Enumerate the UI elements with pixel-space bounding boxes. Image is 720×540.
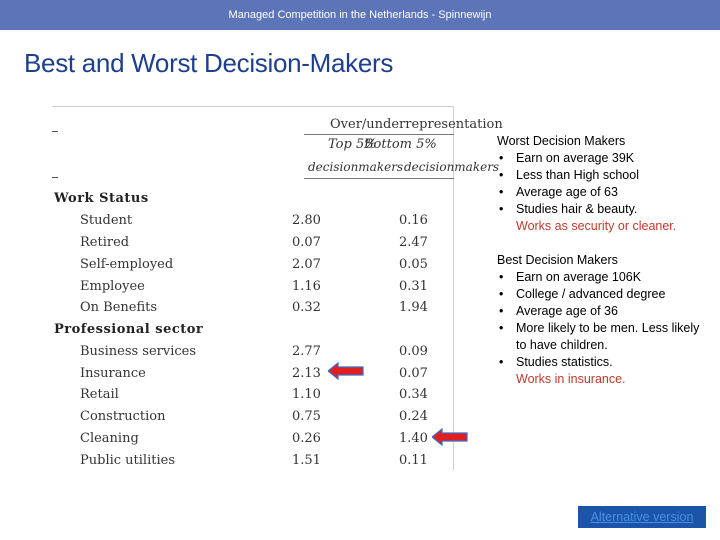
row-top-value: 0.07: [292, 235, 321, 250]
table-row: Retail 1.10 0.34: [52, 387, 454, 407]
row-bottom-value: 0.31: [399, 279, 428, 294]
row-bottom-value: 0.07: [399, 366, 428, 381]
list-item: • Less than High school: [499, 168, 639, 182]
best-list: • Earn on average 106K • College / advance…: [497, 269, 712, 388]
row-bottom-value: 0.09: [399, 344, 428, 359]
col-subheader-bottom: decisionmakers: [404, 160, 500, 174]
row-bottom-value: 0.34: [399, 387, 428, 402]
list-item: • Earn on average 106K: [499, 270, 642, 284]
col-header-bottom: Bottom 5%: [364, 137, 437, 152]
list-item: • More likely to be men. Less likely to h…: [499, 321, 700, 352]
table-row: Construction 0.75 0.24: [52, 409, 454, 429]
row-bottom-value: 0.24: [399, 409, 428, 424]
row-top-value: 2.80: [292, 213, 321, 228]
col-header-top: Top 5%: [328, 137, 377, 152]
table-row: Self-employed 2.07 0.05: [52, 257, 454, 277]
table-row: Retired 0.07 2.47: [52, 235, 454, 255]
list-item: • College / advanced degree: [499, 287, 666, 301]
table-row: Insurance 2.13 0.07: [52, 366, 454, 386]
row-label: Construction: [80, 409, 166, 424]
row-label: On Benefits: [80, 300, 158, 315]
table-row: Public utilities 1.51 0.11: [52, 453, 454, 473]
list-item: • Studies statistics. Works in insurance.: [497, 354, 712, 388]
section-title-professional-sector: Professional sector: [54, 322, 204, 337]
list-item: • Average age of 63: [499, 185, 618, 199]
row-label: Retail: [80, 387, 119, 402]
row-label: Insurance: [80, 366, 146, 381]
row-top-value: 1.51: [292, 453, 321, 468]
table-dash: [52, 177, 58, 178]
slide-title: Best and Worst Decision-Makers: [24, 48, 394, 78]
row-bottom-value: 1.40: [399, 431, 428, 446]
alternative-version-link[interactable]: Alternative version: [578, 506, 706, 528]
row-bottom-value: 2.47: [399, 235, 428, 250]
header-rule: [304, 134, 454, 135]
banner-text: Managed Competition in the Netherlands -…: [228, 9, 492, 21]
worst-list: • Earn on average 39K • Less than High sch…: [497, 150, 712, 235]
row-top-value: 2.13: [292, 366, 321, 381]
row-bottom-value: 0.11: [399, 453, 428, 468]
table-row: On Benefits 0.32 1.94: [52, 300, 454, 320]
table-row: Employee 1.16 0.31: [52, 279, 454, 299]
row-label: Self-employed: [80, 257, 174, 272]
row-bottom-value: 0.16: [399, 213, 428, 228]
worst-note: Works as security or cleaner.: [516, 219, 677, 233]
table-row: Cleaning 0.26 1.40: [52, 431, 454, 451]
table-row: Student 2.80 0.16: [52, 213, 454, 233]
row-label: Retired: [80, 235, 130, 250]
arrow-left-icon: [328, 362, 364, 380]
arrow-left-icon: [432, 428, 468, 446]
section-title-work-status: Work Status: [54, 191, 149, 206]
table-image: Over/underrepresentation Top 5% Bottom 5…: [52, 106, 503, 473]
table-group-header: Over/underrepresentation: [330, 117, 503, 132]
row-top-value: 0.75: [292, 409, 321, 424]
row-bottom-value: 0.05: [399, 257, 428, 272]
row-bottom-value: 1.94: [399, 300, 428, 315]
top-banner: Managed Competition in the Netherlands -…: [0, 0, 720, 30]
row-top-value: 2.77: [292, 344, 321, 359]
row-label: Cleaning: [80, 431, 139, 446]
row-label: Student: [80, 213, 133, 228]
summary-column: Worst Decision Makers • Earn on average 3…: [497, 133, 712, 388]
row-top-value: 1.10: [292, 387, 321, 402]
header-rule: [304, 178, 454, 179]
col-subheader-top: decisionmakers: [308, 160, 404, 174]
table-dash: [52, 131, 58, 132]
row-label: Employee: [80, 279, 145, 294]
list-item: • Earn on average 39K: [499, 151, 635, 165]
row-label: Public utilities: [80, 453, 175, 468]
row-top-value: 2.07: [292, 257, 321, 272]
table-row: Business services 2.77 0.09: [52, 344, 454, 364]
list-item: • Average age of 36: [499, 304, 618, 318]
best-note: Works in insurance.: [516, 372, 626, 386]
row-top-value: 0.26: [292, 431, 321, 446]
best-title: Best Decision Makers: [497, 253, 618, 267]
list-item: • Studies hair & beauty. Works as securit…: [497, 201, 712, 235]
worst-title: Worst Decision Makers: [497, 134, 626, 148]
row-top-value: 1.16: [292, 279, 321, 294]
row-label: Business services: [80, 344, 197, 359]
row-top-value: 0.32: [292, 300, 321, 315]
